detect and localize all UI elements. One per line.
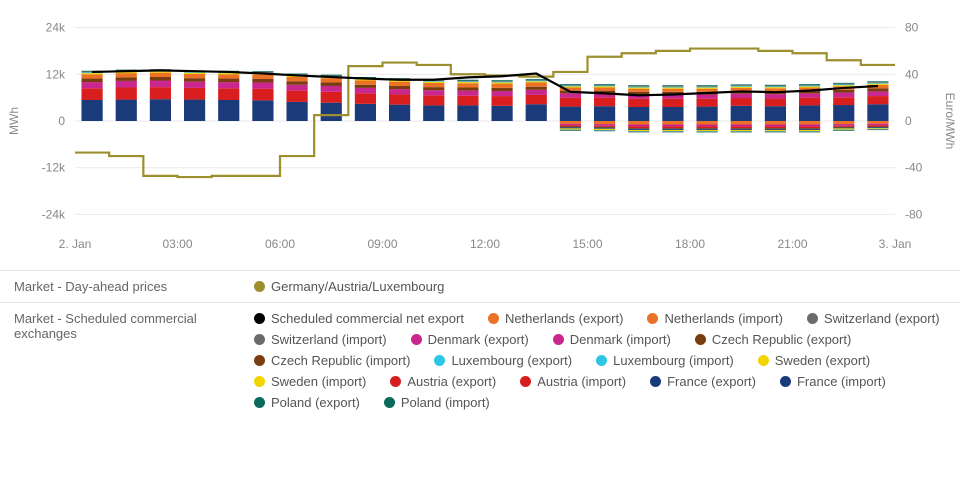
legend-item[interactable]: France (export) (650, 374, 756, 389)
svg-text:18:00: 18:00 (675, 237, 705, 251)
legend-item[interactable]: Poland (export) (254, 395, 360, 410)
legend-item[interactable]: Germany/Austria/Luxembourg (254, 279, 444, 294)
legend-dot (254, 397, 265, 408)
svg-text:24k: 24k (46, 21, 66, 35)
legend-dot (780, 376, 791, 387)
svg-text:15:00: 15:00 (572, 237, 602, 251)
legend-item[interactable]: Switzerland (import) (254, 332, 387, 347)
legend-head-exchanges: Market - Scheduled commercial exchanges (14, 311, 254, 341)
legend-label: Denmark (import) (570, 332, 671, 347)
legend-dot (553, 334, 564, 345)
svg-text:09:00: 09:00 (367, 237, 397, 251)
legend-item[interactable]: Denmark (import) (553, 332, 671, 347)
legend-item[interactable]: Austria (import) (520, 374, 626, 389)
legend-label: Sweden (import) (271, 374, 366, 389)
svg-text:80: 80 (905, 21, 919, 35)
svg-text:0: 0 (905, 114, 912, 128)
legend-label: Netherlands (import) (664, 311, 783, 326)
legend-label: France (import) (797, 374, 886, 389)
legend-dot (758, 355, 769, 366)
legend: Market - Day-ahead prices Germany/Austri… (0, 270, 960, 418)
legend-label: Luxembourg (export) (451, 353, 572, 368)
legend-dot (254, 313, 265, 324)
legend-group-prices: Market - Day-ahead prices Germany/Austri… (0, 270, 960, 302)
svg-text:-40: -40 (905, 161, 923, 175)
svg-text:12:00: 12:00 (470, 237, 500, 251)
legend-head-prices: Market - Day-ahead prices (14, 279, 254, 294)
legend-item[interactable]: Austria (export) (390, 374, 496, 389)
legend-label: Austria (import) (537, 374, 626, 389)
legend-label: Denmark (export) (428, 332, 529, 347)
legend-items-exchanges: Scheduled commercial net export Netherlan… (254, 311, 946, 410)
legend-label: Netherlands (export) (505, 311, 624, 326)
legend-label: Czech Republic (import) (271, 353, 410, 368)
legend-dot (695, 334, 706, 345)
legend-dot (807, 313, 818, 324)
legend-item[interactable]: Luxembourg (export) (434, 353, 572, 368)
legend-label: Luxembourg (import) (613, 353, 734, 368)
svg-text:-12k: -12k (42, 161, 66, 175)
legend-dot (520, 376, 531, 387)
svg-text:-24k: -24k (42, 207, 66, 221)
legend-item[interactable]: Scheduled commercial net export (254, 311, 464, 326)
chart-area: -24k -12k 0 12k 24k -80 -40 0 40 80 2. Jan 03:00 06:… (0, 0, 960, 260)
legend-dot (390, 376, 401, 387)
svg-text:MWh: MWh (7, 107, 21, 135)
svg-text:21:00: 21:00 (777, 237, 807, 251)
legend-label: Switzerland (import) (271, 332, 387, 347)
legend-item[interactable]: Sweden (import) (254, 374, 366, 389)
legend-item[interactable]: Poland (import) (384, 395, 490, 410)
svg-text:12k: 12k (46, 67, 66, 81)
legend-items-prices: Germany/Austria/Luxembourg (254, 279, 946, 294)
legend-dot (596, 355, 607, 366)
legend-dot (411, 334, 422, 345)
legend-label: Poland (export) (271, 395, 360, 410)
legend-item[interactable]: Switzerland (export) (807, 311, 940, 326)
svg-text:-80: -80 (905, 207, 923, 221)
legend-label: Germany/Austria/Luxembourg (271, 279, 444, 294)
svg-text:03:00: 03:00 (162, 237, 192, 251)
legend-item[interactable]: Czech Republic (export) (695, 332, 851, 347)
legend-label: Sweden (export) (775, 353, 870, 368)
legend-item[interactable]: Netherlands (import) (647, 311, 783, 326)
legend-dot (384, 397, 395, 408)
legend-item[interactable]: France (import) (780, 374, 886, 389)
legend-item[interactable]: Sweden (export) (758, 353, 870, 368)
svg-text:0: 0 (58, 114, 65, 128)
svg-text:3. Jan: 3. Jan (879, 237, 912, 251)
legend-dot (488, 313, 499, 324)
legend-dot (434, 355, 445, 366)
chart-svg: -24k -12k 0 12k 24k -80 -40 0 40 80 2. Jan 03:00 06:… (0, 0, 960, 260)
legend-label: Czech Republic (export) (712, 332, 851, 347)
legend-label: Switzerland (export) (824, 311, 940, 326)
legend-dot (647, 313, 658, 324)
legend-dot (254, 376, 265, 387)
legend-label: France (export) (667, 374, 756, 389)
legend-label: Austria (export) (407, 374, 496, 389)
legend-label: Poland (import) (401, 395, 490, 410)
svg-text:40: 40 (905, 67, 919, 81)
legend-item[interactable]: Czech Republic (import) (254, 353, 410, 368)
legend-item[interactable]: Denmark (export) (411, 332, 529, 347)
svg-text:Euro/MWh: Euro/MWh (943, 93, 957, 150)
svg-text:2. Jan: 2. Jan (59, 237, 92, 251)
legend-dot (254, 334, 265, 345)
legend-item[interactable]: Netherlands (export) (488, 311, 624, 326)
legend-label: Scheduled commercial net export (271, 311, 464, 326)
legend-dot (254, 355, 265, 366)
legend-dot (650, 376, 661, 387)
legend-item[interactable]: Luxembourg (import) (596, 353, 734, 368)
svg-text:06:00: 06:00 (265, 237, 295, 251)
legend-group-exchanges: Market - Scheduled commercial exchanges … (0, 302, 960, 418)
legend-dot (254, 281, 265, 292)
